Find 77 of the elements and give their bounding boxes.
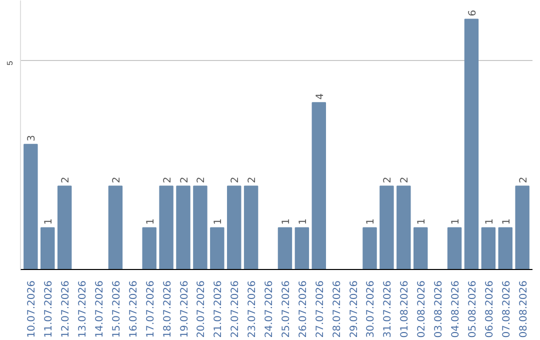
x-tick-label: 20.07.2026: [196, 280, 208, 338]
x-tick-label: 22.07.2026: [230, 280, 242, 338]
data-label: 1: [44, 218, 55, 225]
x-tick-label: 01.08.2026: [400, 280, 411, 338]
x-tick-label: 07.08.2026: [501, 280, 512, 338]
data-label: 1: [280, 218, 292, 225]
x-tick-label: 12.07.2026: [60, 280, 72, 338]
data-label: 3: [26, 135, 38, 142]
bar: [481, 227, 496, 270]
data-label: 1: [298, 218, 309, 225]
bar: [244, 186, 258, 270]
x-tick-label: 25.07.2026: [280, 280, 292, 338]
x-tick-label: 28.07.2026: [332, 280, 343, 338]
bar: [142, 227, 156, 270]
x-tick-label: 13.07.2026: [78, 280, 89, 338]
y-tick-label: 5: [6, 60, 14, 66]
x-tick-label: 05.08.2026: [467, 280, 478, 338]
bar: [515, 186, 530, 270]
bar: [193, 186, 208, 270]
bar: [57, 186, 72, 270]
x-tick-label: 18.07.2026: [162, 280, 174, 338]
bar: [396, 186, 411, 270]
bar: [176, 186, 190, 270]
bar: [24, 144, 38, 270]
data-label: 2: [179, 176, 190, 184]
x-tick-label: 27.07.2026: [314, 280, 326, 338]
data-label: 4: [314, 93, 326, 100]
bar: [312, 102, 326, 270]
x-tick-label: 04.08.2026: [450, 280, 462, 338]
x-tick-label: 02.08.2026: [416, 280, 428, 338]
x-tick-label: 23.07.2026: [247, 280, 258, 338]
bar: [380, 186, 394, 270]
data-label: 1: [484, 218, 496, 225]
data-label: 2: [400, 176, 411, 184]
data-label: 2: [162, 176, 174, 184]
bar: [159, 186, 174, 270]
x-tick-label: 11.07.2026: [44, 280, 55, 338]
data-label: 1: [450, 218, 462, 225]
x-tick-label: 03.08.2026: [434, 280, 445, 338]
data-label: 2: [196, 176, 208, 184]
x-tick-label: 21.07.2026: [213, 280, 224, 338]
bar: [447, 227, 462, 270]
data-label: 1: [366, 218, 377, 225]
x-tick-label: 08.08.2026: [518, 280, 530, 338]
bar: [108, 186, 123, 270]
x-tick-label: 30.07.2026: [366, 280, 377, 338]
bar: [278, 227, 292, 270]
bar: [498, 227, 512, 270]
x-tick-label: 10.07.2026: [26, 280, 38, 338]
x-tick-label: 15.07.2026: [111, 280, 122, 338]
x-tick-label: 31.07.2026: [382, 280, 394, 338]
bar: [210, 227, 224, 270]
x-tick-label: 26.07.2026: [298, 280, 309, 338]
data-label: 1: [145, 218, 156, 225]
data-label: 6: [467, 10, 478, 16]
data-label: 2: [60, 176, 72, 184]
data-label: 1: [416, 218, 428, 225]
bar: [413, 227, 428, 270]
data-label: 1: [501, 218, 512, 225]
bar: [294, 227, 310, 270]
data-label: 2: [518, 176, 530, 184]
x-tick-label: 06.08.2026: [484, 280, 496, 338]
data-label: 1: [213, 218, 224, 225]
x-tick-label: 19.07.2026: [179, 280, 190, 338]
x-tick-label: 16.07.2026: [128, 280, 140, 338]
x-tick-label: 14.07.2026: [94, 280, 106, 338]
data-label: 2: [230, 176, 242, 184]
data-label: 2: [247, 176, 258, 184]
bar: [227, 186, 242, 270]
bar: [362, 227, 377, 270]
x-tick-label: 24.07.2026: [264, 280, 276, 338]
data-label: 2: [111, 176, 122, 184]
bar: [464, 18, 479, 270]
x-tick-label: 29.07.2026: [348, 280, 360, 338]
data-label: 2: [382, 176, 394, 184]
x-tick-label: 17.07.2026: [145, 280, 156, 338]
bar: [40, 227, 55, 270]
